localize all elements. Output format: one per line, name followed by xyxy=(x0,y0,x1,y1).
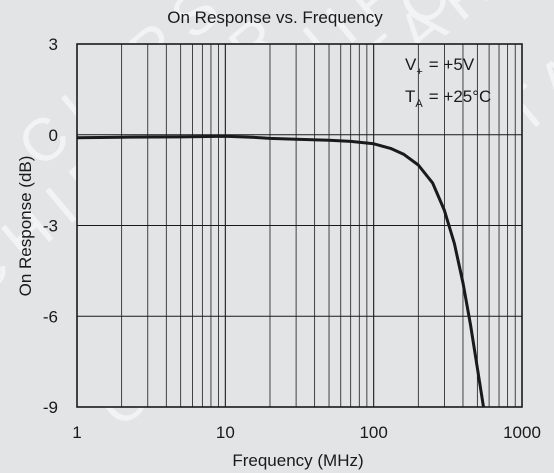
x-tick-labels: 1 10 100 1000 xyxy=(72,423,541,442)
x-tick-label: 1000 xyxy=(503,423,541,442)
y-tick-label: -6 xyxy=(43,307,58,326)
temperature-symbol: T xyxy=(405,87,415,106)
y-tick-label: -3 xyxy=(43,217,58,236)
y-tick-label: 3 xyxy=(49,35,58,54)
svg-text:V+= +5V: V+ = +5V xyxy=(405,55,475,78)
annotation-temperature: TA = +25°C xyxy=(405,87,491,110)
y-axis-label: On Response (dB) xyxy=(16,156,35,297)
temperature-value: = +25°C xyxy=(429,87,492,106)
plot-frame xyxy=(76,43,523,408)
x-tick-label: 10 xyxy=(216,423,235,442)
x-tick-label: 1 xyxy=(72,423,81,442)
series-line-on-response xyxy=(76,134,485,408)
supply-value: = +5V xyxy=(429,55,475,74)
y-tick-labels: 3 0 -3 -6 -9 xyxy=(43,35,58,417)
x-tick-label: 100 xyxy=(359,423,387,442)
supply-symbol: V xyxy=(405,55,417,74)
chart-title: On Response vs. Frequency xyxy=(167,8,383,27)
x-axis-label: Frequency (MHz) xyxy=(232,451,363,470)
supply-subscript: + xyxy=(416,66,422,78)
temperature-subscript: A xyxy=(415,98,423,110)
svg-text:TA= +25°C: TA = +25°C xyxy=(405,87,491,110)
y-tick-label: 0 xyxy=(49,126,58,145)
annotation-supply: V+ = +5V xyxy=(405,55,475,78)
y-tick-label: -9 xyxy=(43,398,58,417)
